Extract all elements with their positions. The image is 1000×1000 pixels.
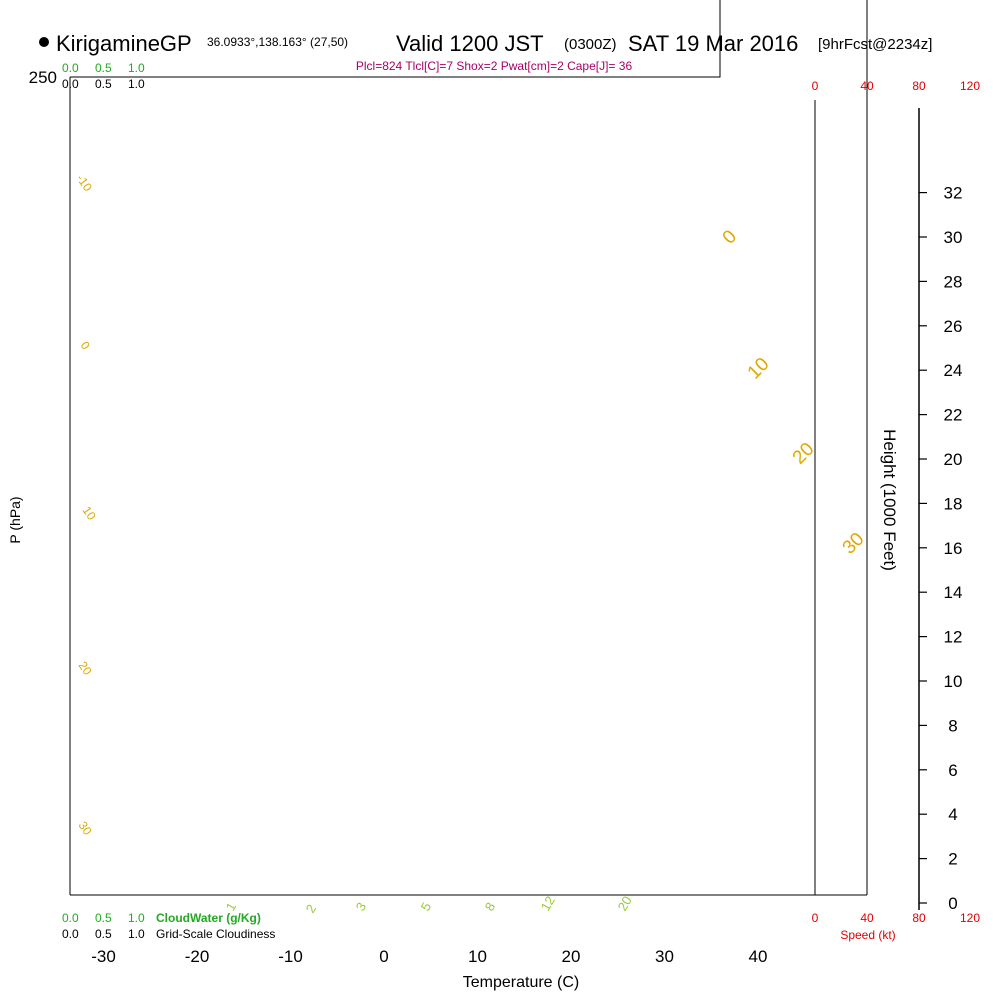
speed-top-tick-40: 40	[860, 79, 874, 93]
dry-adiabat-label: -10	[74, 172, 96, 195]
dry-adiabat-label: 0	[719, 226, 741, 248]
valid-time-z: (0300Z)	[564, 36, 617, 53]
y-axis-title: P (hPa)	[7, 496, 23, 543]
height-tick-label: 26	[944, 317, 963, 336]
top-cl-tick-0: 0.0	[62, 77, 79, 91]
plot-border	[70, 0, 868, 895]
dry-adiabat-label: 10	[744, 354, 774, 384]
height-tick-label: 4	[948, 805, 957, 824]
temperature-tick-label: 40	[749, 947, 768, 966]
speed-axis-label: Speed (kt)	[840, 928, 895, 942]
bottom-cl-tick-0: 0.0	[62, 927, 79, 941]
bottom-cl-tick-1: 0.5	[95, 927, 112, 941]
height-tick-label: 22	[944, 406, 963, 425]
mixing-ratio-label: 12	[538, 893, 558, 913]
height-tick-label: 0	[948, 894, 957, 913]
cloudwater-label: CloudWater (g/Kg)	[156, 911, 261, 925]
height-tick-label: 12	[944, 628, 963, 647]
temperature-tick-label: 0	[379, 947, 388, 966]
height-tick-label: 32	[944, 184, 963, 203]
wind-panel	[814, 100, 816, 895]
dry-adiabat-label: 30	[839, 529, 869, 559]
mixing-ratio-label: 8	[482, 900, 499, 914]
height-axis-title: Height (1000 Feet)	[880, 429, 899, 571]
bottom-cw-tick-0: 0.0	[62, 911, 79, 925]
height-tick-label: 28	[944, 272, 963, 291]
temperature-tick-label: -30	[91, 947, 116, 966]
dry-adiabat-label: 30	[76, 819, 95, 838]
height-tick-label: 2	[948, 850, 957, 869]
dry-adiabat-label: 10	[80, 504, 99, 523]
top-cl-tick-1: 0.5	[95, 77, 112, 91]
bottom-cw-tick-2: 1.0	[128, 911, 145, 925]
station-coords: 36.0933°,138.163° (27,50)	[207, 35, 348, 49]
height-tick-label: 6	[948, 761, 957, 780]
dry-adiabat-label: 0	[78, 339, 93, 353]
forecast-info: [9hrFcst@2234z]	[818, 36, 932, 53]
top-cl-tick-2: 1.0	[128, 77, 145, 91]
mixing-ratio-label: 2	[303, 902, 320, 916]
bottom-cw-tick-1: 0.5	[95, 911, 112, 925]
speed-top-tick-0: 0	[812, 79, 819, 93]
speed-axis-top: 0 40 80 120	[812, 79, 981, 93]
height-tick-label: 20	[944, 450, 963, 469]
speed-top-tick-80: 80	[912, 79, 926, 93]
height-tick-label: 14	[944, 583, 963, 602]
top-cw-tick-0: 0.0	[62, 61, 79, 75]
temperature-tick-label: 30	[655, 947, 674, 966]
bottom-cl-tick-2: 1.0	[128, 927, 145, 941]
speed-bottom-tick-0: 0	[812, 911, 819, 925]
dry-adiabat-label: 20	[789, 439, 819, 469]
bottom-cloudiness-legend: 0.0 0.5 1.0 Grid-Scale Cloudiness	[62, 927, 275, 941]
temperature-tick-label: 10	[468, 947, 487, 966]
station-dot-icon	[39, 37, 49, 47]
x-axis-title: Temperature (C)	[463, 974, 579, 991]
temperature-tick-label: 20	[562, 947, 581, 966]
top-cloudiness-ticks: 0.0 0.5 1.0	[62, 77, 145, 91]
mixing-ratio-label: 3	[353, 900, 370, 914]
speed-axis-bottom: 0 40 80 120 Speed (kt)	[812, 911, 981, 942]
valid-time: Valid 1200 JST	[396, 31, 544, 56]
speed-bottom-tick-40: 40	[860, 911, 874, 925]
mixing-ratio-label: 5	[418, 900, 435, 914]
speed-bottom-tick-120: 120	[960, 911, 980, 925]
speed-top-tick-120: 120	[960, 79, 980, 93]
temperature-tick-label: -10	[278, 947, 303, 966]
top-cw-tick-2: 1.0	[128, 61, 145, 75]
height-tick-label: 16	[944, 539, 963, 558]
speed-bottom-tick-80: 80	[912, 911, 926, 925]
valid-date: SAT 19 Mar 2016	[628, 31, 798, 56]
axes-labels: 2503004005007008501000-30-20-10010203040…	[29, 68, 963, 966]
height-tick-label: 30	[944, 228, 963, 247]
dry-adiabat-label: 20	[76, 659, 95, 678]
height-tick-label: 24	[944, 361, 963, 380]
height-tick-label: 8	[948, 716, 957, 735]
pressure-tick-label: 250	[29, 68, 57, 87]
temperature-tick-label: -20	[185, 947, 210, 966]
top-cloudwater-ticks: 0.0 0.5 1.0	[62, 61, 145, 75]
indices-line: Plcl=824 Tlcl[C]=7 Shox=2 Pwat[cm]=2 Cap…	[356, 59, 633, 73]
mixing-ratio-label: 20	[615, 893, 635, 913]
cloudiness-label: Grid-Scale Cloudiness	[156, 927, 275, 941]
height-tick-label: 10	[944, 672, 963, 691]
bottom-cloudwater-legend: 0.0 0.5 1.0 CloudWater (g/Kg)	[62, 911, 261, 925]
height-tick-label: 18	[944, 494, 963, 513]
plot-frame	[69, 0, 868, 896]
station-name: KirigamineGP	[56, 31, 192, 56]
top-cw-tick-1: 0.5	[95, 61, 112, 75]
